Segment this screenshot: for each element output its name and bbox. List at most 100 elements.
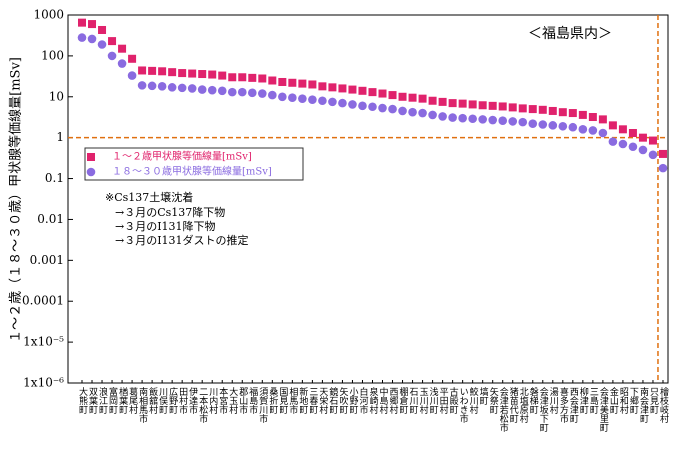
x-tick-label: 白河市: [357, 386, 368, 415]
marker: [77, 33, 87, 42]
marker: [328, 83, 337, 92]
marker: [628, 129, 637, 138]
legend-marker: [86, 167, 96, 177]
marker: [97, 40, 107, 49]
annotation: →３月のI131降下物: [115, 219, 216, 233]
y-axis-label: １～２歳（１８～３０歳）甲状腺等価線量[mSv]: [8, 57, 24, 343]
marker: [128, 54, 137, 63]
y-tick-label: 0.0001: [22, 294, 64, 308]
marker: [378, 103, 387, 113]
x-tick-label: 桑折町: [267, 387, 278, 414]
x-tick-label: 楢葉町: [117, 386, 128, 414]
x-tick-label: 只見町: [648, 387, 659, 414]
marker: [508, 103, 517, 112]
marker: [498, 102, 507, 111]
marker: [78, 18, 86, 27]
annotation: →３月のCs137降下物: [115, 205, 225, 219]
marker: [518, 104, 527, 113]
marker: [168, 68, 177, 77]
marker: [528, 105, 537, 114]
marker: [167, 83, 177, 92]
x-tick-label: 天栄村: [317, 387, 328, 414]
marker: [238, 73, 247, 82]
marker: [258, 74, 267, 83]
marker: [418, 94, 427, 103]
marker: [147, 81, 157, 91]
marker: [478, 115, 487, 124]
x-tick-label: 大熊町: [77, 386, 88, 414]
x-tick-label: 西会津町: [568, 387, 579, 423]
marker: [217, 86, 227, 96]
marker: [528, 119, 538, 128]
x-tick-label: 田村市: [177, 387, 188, 415]
annotation: →３月のI131ダストの推定: [115, 233, 249, 247]
plot-frame: [67, 14, 669, 384]
x-tick-label: 湯川村: [548, 387, 559, 414]
x-tick-label: 金山町: [608, 386, 619, 414]
marker: [157, 82, 167, 91]
marker: [648, 150, 658, 160]
marker: [107, 51, 117, 61]
marker: [227, 87, 237, 97]
marker: [188, 69, 197, 78]
x-tick-label: 会津坂下町: [538, 386, 549, 432]
legend-box: [84, 147, 304, 181]
x-tick-label: 西郷村: [388, 387, 399, 414]
x-tick-label: いわき市: [458, 387, 469, 424]
marker: [548, 106, 557, 115]
marker: [608, 137, 618, 146]
marker: [348, 85, 357, 94]
marker: [628, 142, 638, 152]
x-tick-label: 三島町: [588, 387, 599, 414]
y-tick-label: 100: [41, 48, 64, 62]
marker: [318, 96, 327, 106]
legend-label: １８～３０歳甲状腺等価線量[mSv]: [112, 165, 272, 178]
legend-marker: [87, 153, 95, 161]
y-tick-label: 1x10⁻⁵: [23, 335, 64, 349]
x-tick-label: 南会津町: [638, 386, 649, 423]
y-tick-label: 0.1: [45, 171, 64, 185]
marker: [247, 88, 257, 98]
marker: [268, 90, 277, 100]
marker: [137, 81, 147, 90]
marker: [398, 92, 407, 101]
marker: [318, 82, 327, 91]
marker: [608, 121, 617, 130]
marker: [358, 101, 367, 111]
marker: [348, 100, 357, 109]
marker: [408, 93, 417, 102]
marker: [248, 73, 257, 82]
y-tick-label: 10: [49, 89, 64, 103]
marker: [458, 113, 467, 123]
x-tick-label: 下郷町: [628, 387, 639, 414]
marker: [218, 71, 227, 80]
x-tick-label: 富岡町: [107, 386, 118, 414]
marker: [468, 114, 477, 124]
marker: [278, 92, 287, 102]
x-tick-label: 棚倉町: [398, 386, 409, 414]
marker: [398, 106, 407, 116]
x-tick-label: 玉川村: [418, 387, 429, 414]
legend-label: １～２歳甲状腺等価線量[mSv]: [112, 150, 252, 163]
marker: [518, 117, 528, 127]
x-tick-label: 鏡石町: [327, 386, 338, 414]
marker: [538, 105, 547, 114]
marker: [488, 101, 497, 110]
marker: [127, 71, 137, 80]
marker: [288, 93, 297, 102]
x-tick-label: 泉崎村: [367, 386, 378, 414]
annotation: ※Cs137土壌沈着: [105, 190, 193, 204]
marker: [308, 95, 317, 104]
marker: [198, 70, 207, 79]
x-tick-label: 鮫川村: [468, 386, 479, 414]
marker: [288, 78, 297, 87]
marker: [588, 113, 597, 122]
marker: [98, 25, 107, 34]
marker: [598, 128, 608, 138]
x-tick-label: 矢吹町: [337, 386, 348, 414]
x-tick-label: 昭和村: [618, 387, 629, 414]
marker: [138, 66, 147, 75]
marker: [118, 44, 127, 53]
